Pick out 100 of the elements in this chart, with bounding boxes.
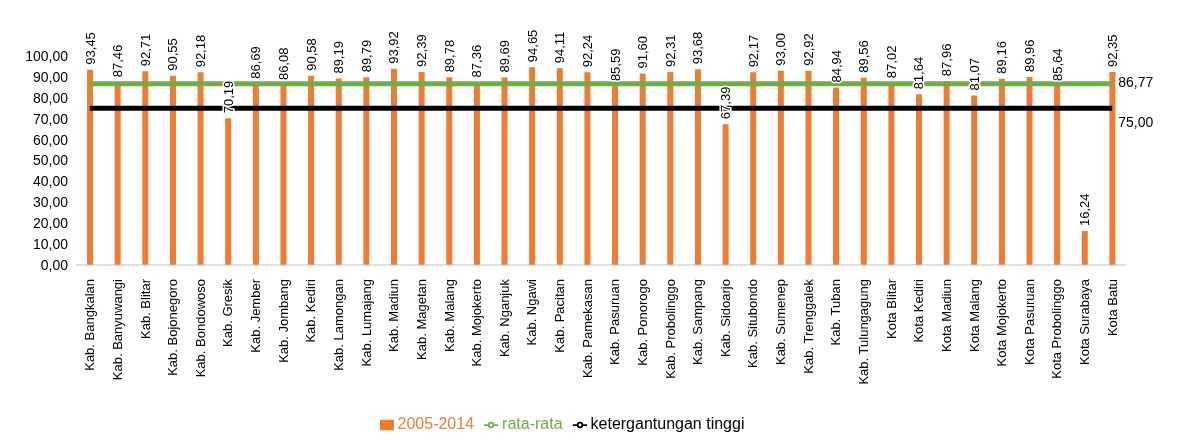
data-label: 85,59	[607, 48, 623, 82]
x-tick-label: Kab. Probolinggo	[662, 279, 678, 379]
bar	[169, 75, 176, 265]
x-tick-label: Kab. Bangkalan	[82, 279, 98, 371]
x-tick-label: Kab. Blitar	[137, 278, 153, 339]
data-label: 86,77	[1118, 73, 1154, 90]
data-label: 89,19	[331, 41, 347, 74]
x-tick-label: Kab. Pamekasan	[579, 279, 595, 379]
data-label: 92,17	[745, 34, 761, 68]
data-label: 85,64	[1049, 48, 1065, 82]
data-label: 87,46	[110, 44, 126, 78]
bar	[639, 73, 646, 265]
data-label: 92,31	[662, 34, 678, 68]
bar	[998, 78, 1005, 265]
bar	[197, 72, 204, 265]
data-label: 90,58	[303, 38, 319, 71]
bar	[860, 77, 867, 265]
data-label: 87,96	[939, 43, 955, 77]
y-tick-label: 20,00	[32, 215, 69, 232]
data-label: 16,24	[1077, 193, 1093, 227]
y-tick-label: 40,00	[32, 173, 69, 190]
y-tick-label: 100,00	[25, 47, 69, 64]
x-tick-label: Kab. Mojokerto	[469, 279, 485, 367]
bar	[1109, 71, 1116, 265]
data-label: 89,78	[441, 39, 457, 73]
data-label: 93,92	[386, 31, 402, 64]
x-tick-label: Kab. Gresik	[220, 278, 236, 347]
bar	[446, 77, 453, 265]
data-label: 93,45	[82, 32, 98, 65]
y-tick-label: 60,00	[32, 131, 69, 148]
bar	[418, 71, 425, 265]
bar	[805, 70, 812, 265]
x-tick-label: Kota Blitar	[883, 278, 899, 339]
legend-label: rata-rata	[502, 415, 563, 432]
data-label: 93,00	[773, 33, 789, 66]
data-label: 94,65	[524, 29, 540, 63]
data-label: 70,19	[220, 80, 236, 114]
x-tick-label: Kab. Trenggalek	[800, 278, 816, 374]
bar	[1081, 231, 1088, 265]
x-tick-label: Kab. Madiun	[386, 279, 402, 352]
bar	[556, 68, 563, 265]
x-tick-label: Kab. Jember	[248, 278, 264, 353]
y-tick-label: 30,00	[32, 194, 69, 211]
x-tick-label: Kab. Malang	[441, 279, 457, 352]
x-tick-label: Kota Kediri	[911, 278, 927, 343]
x-tick-label: Kota Probolinggo	[1049, 279, 1065, 379]
bar	[335, 78, 342, 265]
bar	[391, 68, 397, 265]
bar	[252, 83, 259, 265]
x-tick-label: Kab. Tuban	[828, 279, 844, 346]
data-label: 92,24	[579, 34, 595, 68]
bar	[225, 118, 232, 265]
x-tick-label: Kota Madiun	[938, 279, 954, 352]
x-tick-label: Kab. Kediri	[303, 278, 319, 343]
x-tick-label: Kab. Magetan	[413, 279, 429, 360]
data-label: 87,36	[469, 44, 485, 78]
legend-label: ketergantungan tinggi	[590, 415, 745, 432]
bar	[777, 70, 784, 265]
bar	[308, 75, 315, 265]
bar	[280, 85, 287, 265]
data-label: 89,69	[497, 40, 513, 73]
data-label: 91,60	[635, 36, 651, 69]
data-label: 86,08	[275, 47, 291, 81]
bar	[87, 69, 94, 265]
x-tick-label: Kab. Ponorogo	[634, 279, 650, 366]
x-tick-label: Kab. Tulungagung	[856, 279, 871, 385]
data-label: 81,07	[966, 58, 982, 91]
bar	[833, 87, 840, 265]
x-tick-label: Kota Malang	[966, 279, 982, 352]
x-tick-label: Kab. Lamongan	[331, 279, 346, 371]
x-tick-label: Kab. Sumenep	[773, 279, 789, 366]
bar	[612, 86, 619, 265]
data-label: 92,39	[414, 34, 430, 67]
x-tick-label: Kab. Pacitan	[552, 279, 568, 353]
y-tick-label: 80,00	[32, 89, 69, 106]
x-tick-label: Kab. Jombang	[275, 279, 291, 363]
bar	[363, 77, 370, 265]
data-label: 89,96	[1022, 39, 1038, 72]
bar	[916, 94, 922, 265]
data-label: 75,00	[1118, 114, 1154, 131]
y-tick-label: 50,00	[32, 152, 69, 169]
bar	[971, 95, 978, 265]
bar	[722, 124, 729, 265]
data-label: 89,56	[856, 40, 872, 73]
x-tick-label: Kota Mojokerto	[994, 279, 1010, 367]
bar	[667, 72, 674, 265]
x-tick-label: Kab. Ngawi	[524, 278, 540, 346]
bar	[888, 83, 895, 265]
x-tick-label: Kota Batu	[1104, 279, 1120, 337]
x-tick-label: Kab. Bojonegoro	[165, 279, 181, 376]
x-tick-label: Kota Surabaya	[1077, 278, 1093, 366]
bar	[750, 72, 757, 265]
y-tick-label: 0,00	[40, 256, 69, 273]
bar	[694, 69, 701, 265]
y-tick-label: 10,00	[32, 236, 69, 253]
data-label: 86,69	[248, 46, 264, 79]
x-tick-label: Kab. Bondowoso	[192, 279, 208, 378]
data-label: 89,79	[358, 39, 374, 73]
data-label: 92,71	[137, 33, 153, 67]
data-label: 92,18	[193, 34, 209, 68]
